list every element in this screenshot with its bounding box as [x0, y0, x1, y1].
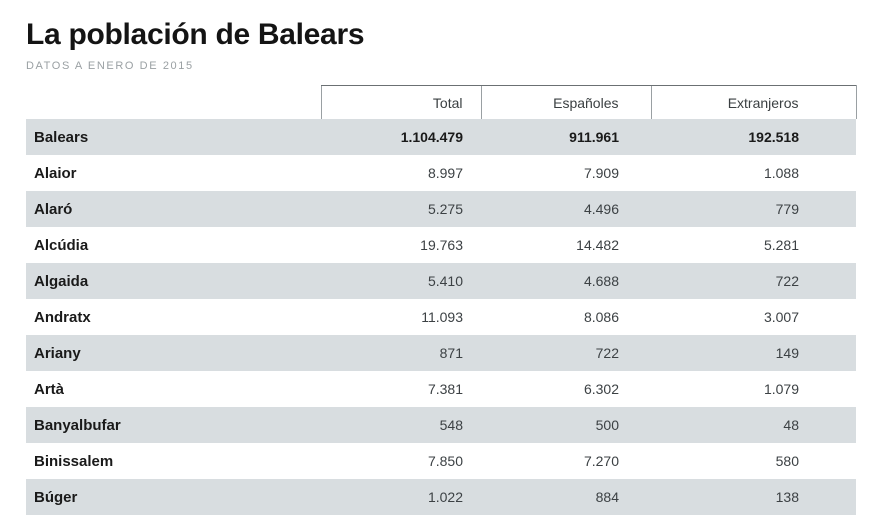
total-value: 8.997: [427, 165, 463, 181]
spaniards-value: 4.496: [583, 201, 619, 217]
foreigners-value: 48: [783, 417, 799, 433]
municipality-name: Ariany: [34, 344, 81, 362]
municipality-name: Andratx: [34, 308, 91, 326]
table-row: Artà 7.381 6.302 1.079: [26, 371, 856, 407]
column-header-name: [26, 85, 321, 119]
foreigners-value: 138: [775, 489, 799, 505]
table-row-balears: Balears 1.104.479 911.961 192.518: [26, 119, 856, 155]
table-row: Búger 1.022 884 138: [26, 479, 856, 515]
spaniards-value: 911.961: [569, 129, 619, 145]
total-value: 1.104.479: [400, 129, 463, 145]
table-row: Ariany 871 722 149: [26, 335, 856, 371]
total-value: 5.410: [427, 273, 463, 289]
municipality-name: Alaró: [34, 200, 73, 218]
table-row: Algaida 5.410 4.688 722: [26, 263, 856, 299]
chart-title: La población de Balears: [26, 18, 365, 51]
total-value: 1.022: [427, 489, 463, 505]
municipality-name: Alcúdia: [34, 236, 89, 254]
spaniards-value: 4.688: [583, 273, 619, 289]
column-header-espanoles: Españoles: [480, 85, 651, 119]
header-row: Total Españoles Extranjeros: [26, 85, 857, 119]
foreigners-value: 192.518: [748, 129, 799, 145]
total-value: 5.275: [427, 201, 463, 217]
municipality-name: Artà: [34, 380, 65, 398]
table-row: Alaró 5.275 4.496 779: [26, 191, 856, 227]
total-value: 548: [439, 417, 463, 433]
municipality-name: Búger: [34, 488, 78, 506]
municipality-name: Balears: [34, 128, 89, 146]
column-header-extranjeros: Extranjeros: [650, 85, 857, 119]
foreigners-value: 779: [775, 201, 799, 217]
table-row: Alcúdia 19.763 14.482 5.281: [26, 227, 856, 263]
spaniards-value: 6.302: [583, 381, 619, 397]
population-table: Total Españoles Extranjeros Balears 1.10…: [26, 85, 857, 515]
total-value: 11.093: [421, 309, 463, 325]
foreigners-value: 580: [775, 453, 799, 469]
table-header: Total Españoles Extranjeros: [26, 85, 857, 119]
spaniards-value: 8.086: [583, 309, 619, 325]
municipality-name: Algaida: [34, 272, 89, 290]
foreigners-value: 3.007: [763, 309, 799, 325]
spaniards-value: 884: [595, 489, 619, 505]
spaniards-value: 7.270: [583, 453, 619, 469]
spaniards-value: 500: [595, 417, 619, 433]
foreigners-value: 5.281: [763, 237, 799, 253]
table-row: Banyalbufar 548 500 48: [26, 407, 856, 443]
chart-subtitle: DATOS A ENERO DE 2015: [26, 60, 194, 72]
municipality-name: Binissalem: [34, 452, 114, 470]
spaniards-value: 7.909: [583, 165, 619, 181]
municipality-name: Alaior: [34, 164, 77, 182]
table-row: Binissalem 7.850 7.270 580: [26, 443, 856, 479]
foreigners-value: 149: [775, 345, 799, 361]
column-header-total: Total: [320, 85, 481, 119]
foreigners-value: 1.088: [763, 165, 799, 181]
total-value: 19.763: [420, 237, 463, 253]
municipality-name: Banyalbufar: [34, 416, 121, 434]
total-value: 7.850: [427, 453, 463, 469]
total-value: 871: [439, 345, 463, 361]
spaniards-value: 722: [595, 345, 619, 361]
table-body: Balears 1.104.479 911.961 192.518 Alaior…: [26, 119, 856, 515]
foreigners-value: 722: [775, 273, 799, 289]
foreigners-value: 1.079: [763, 381, 799, 397]
table-row: Alaior 8.997 7.909 1.088: [26, 155, 856, 191]
spaniards-value: 14.482: [576, 237, 619, 253]
total-value: 7.381: [427, 381, 463, 397]
table-row: Andratx 11.093 8.086 3.007: [26, 299, 856, 335]
